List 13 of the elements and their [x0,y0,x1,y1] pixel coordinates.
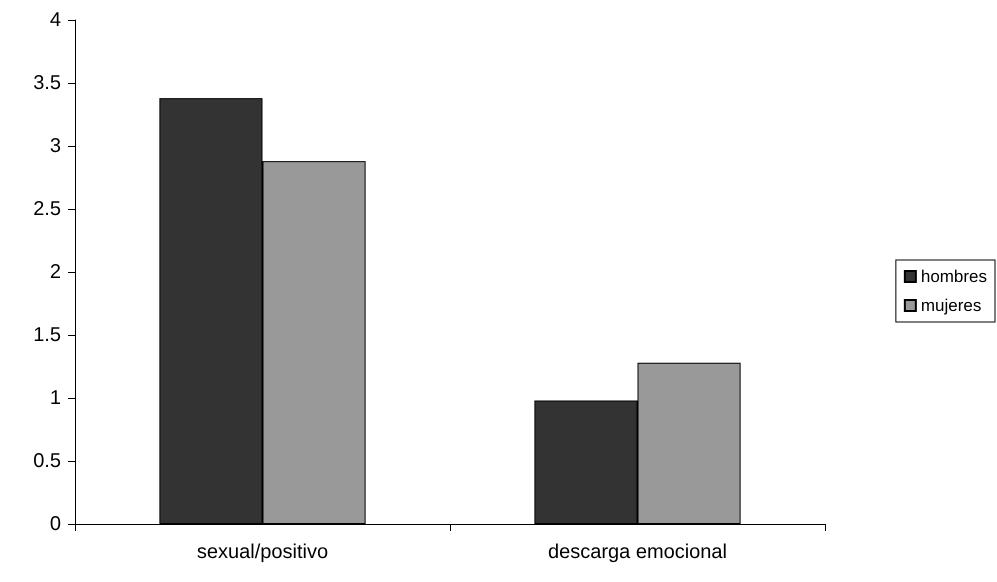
y-tick-label: 2.5 [33,198,61,220]
x-tick-label: descarga emocional [548,541,727,563]
y-tick-label: 3.5 [33,72,61,94]
y-tick-label: 2 [50,261,61,283]
y-tick-label: 1 [50,387,61,409]
y-tick-label: 1.5 [33,324,61,346]
y-tick-label: 0 [50,513,61,535]
y-tick-label: 3 [50,135,61,157]
legend-label: mujeres [920,296,982,315]
legend-label: hombres [920,267,987,286]
y-tick-label: 0.5 [33,450,61,472]
y-tick-label: 4 [50,9,61,31]
x-tick-label: sexual/positivo [196,541,328,563]
